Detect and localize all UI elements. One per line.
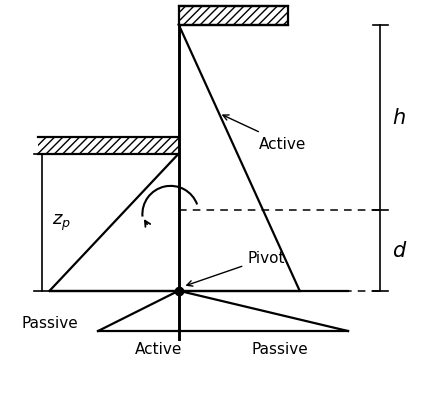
Text: Active: Active: [223, 116, 307, 151]
Text: Pivot: Pivot: [187, 251, 285, 286]
Bar: [38, 138, 179, 154]
Text: $z_p$: $z_p$: [52, 213, 71, 233]
Text: $h$: $h$: [392, 108, 406, 128]
Text: Active: Active: [135, 341, 182, 356]
Text: Passive: Passive: [251, 341, 308, 356]
Text: $d$: $d$: [392, 241, 408, 261]
Text: Passive: Passive: [21, 315, 78, 330]
Bar: [179, 7, 288, 26]
